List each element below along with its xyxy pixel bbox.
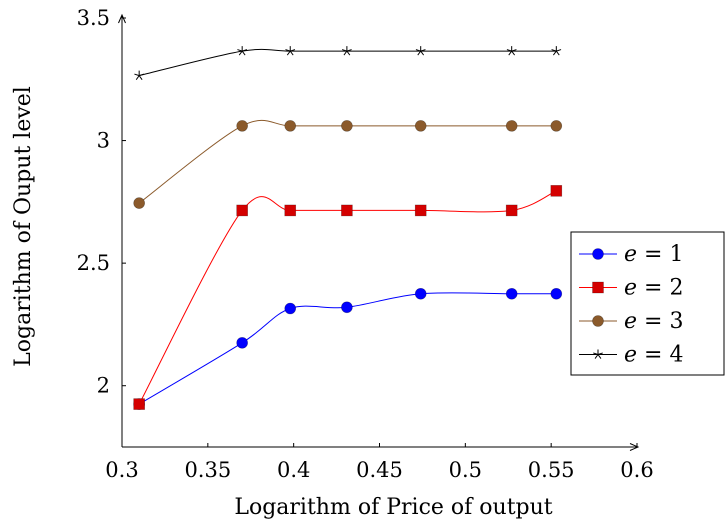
data-point [414,204,427,217]
legend-variable: e [624,242,637,267]
legend: e = 1e = 2e = 3e = 4 [570,231,725,376]
data-point [236,204,248,217]
data-point [505,120,518,132]
data-point [284,204,297,217]
y-axis-label: Logarithm of Ouput level [11,86,36,367]
legend-entry: e = 2 [579,276,683,301]
legend-marker [593,349,603,359]
data-point [551,46,562,56]
data-point [133,197,145,209]
legend-variable: e [624,309,637,334]
data-point [550,120,563,132]
x-tick-label: 0.55 [528,458,575,482]
series-line [138,119,557,204]
legend-value: = 2 [637,276,683,301]
data-point [341,120,353,132]
legend-value: = 3 [637,309,683,334]
legend-entry: e = 4 [579,343,683,368]
data-point [550,287,563,300]
data-point [505,287,518,300]
legend-label: e = 4 [624,343,683,368]
data-point [236,120,248,132]
y-axis-arrow [118,13,126,24]
series-1 [133,287,563,410]
x-tick-label: 0.3 [105,458,138,482]
axes [118,13,640,451]
legend-entry: e = 3 [579,309,683,334]
y-tick-label: 2.5 [77,251,110,275]
data-point [285,46,296,56]
series-line [138,190,557,405]
data-point [506,46,517,56]
legend-variable: e [624,276,637,301]
data-point [134,70,145,80]
data-point [415,46,426,56]
y-tick-label: 3 [97,129,110,153]
y-tick-label: 2 [97,374,110,398]
x-tick-label: 0.6 [620,458,653,482]
data-point [341,204,353,217]
data-point [414,287,427,300]
series-3 [133,119,563,209]
legend-value: = 1 [637,242,683,267]
data-point [236,337,248,349]
data-point [133,398,145,410]
legend-entry: e = 1 [579,242,683,267]
ticks: 0.3 0.35 0.4 0.45 0.5 0.55 0.6 2 2.5 3 3.5 [77,6,654,482]
data-point [341,301,353,314]
data-point [237,46,248,56]
x-tick-label: 0.4 [277,458,310,482]
x-tick-label: 0.5 [449,458,482,482]
legend-variable: e [624,343,637,368]
legend-marker [592,281,604,294]
series-4 [134,46,562,80]
data-point [550,185,563,197]
legend-value: = 4 [637,343,683,368]
legend-label: e = 1 [624,242,683,267]
legend-marker [592,248,604,260]
series-layer [133,46,563,410]
y-tick-label: 3.5 [77,6,110,30]
data-point [505,204,518,217]
x-tick-label: 0.45 [356,458,403,482]
x-tick-label: 0.35 [184,458,231,482]
legend-label: e = 2 [624,276,683,301]
series-2 [133,185,563,410]
legend-label: e = 3 [624,309,683,334]
x-axis-label: Logarithm of Price of output [234,495,552,520]
x-axis-arrow [629,443,640,451]
data-point [284,302,297,315]
legend-marker [592,315,604,327]
data-point [414,120,427,132]
data-point [341,46,352,56]
series-line [139,48,557,77]
data-point [284,120,297,132]
